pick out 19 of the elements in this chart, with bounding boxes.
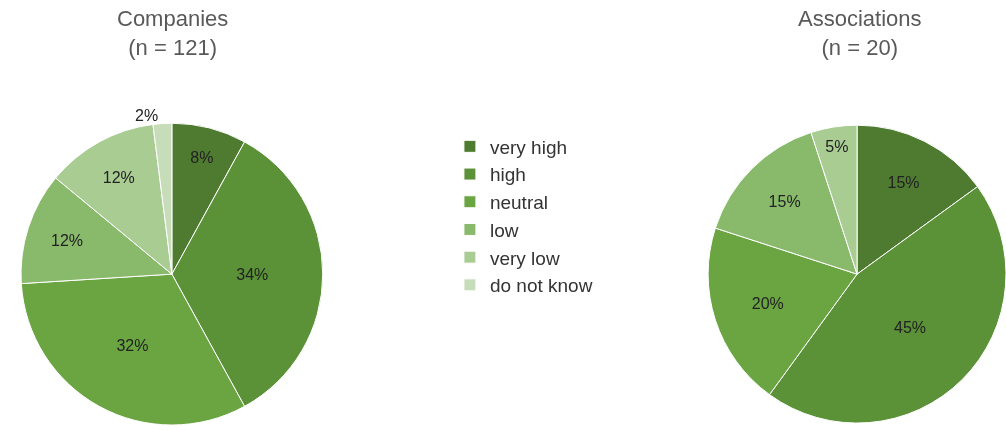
data-label: 12% bbox=[102, 168, 135, 186]
legend-label: low bbox=[489, 219, 519, 241]
chart-title: Associations (n = 20) bbox=[798, 6, 922, 60]
data-label: 5% bbox=[825, 138, 849, 156]
chart-title: Companies (n = 121) bbox=[117, 6, 229, 60]
data-label: 34% bbox=[236, 265, 269, 283]
data-label: 8% bbox=[190, 148, 214, 166]
data-label: 15% bbox=[887, 174, 920, 192]
data-label: 20% bbox=[751, 294, 784, 312]
data-label: 32% bbox=[116, 337, 149, 355]
legend-label: neutral bbox=[489, 192, 549, 214]
data-label: 15% bbox=[768, 193, 801, 211]
legend-label: high bbox=[489, 164, 526, 186]
legend-label: do not know bbox=[489, 275, 593, 297]
legend-label: very low bbox=[489, 247, 560, 269]
data-label: 12% bbox=[50, 231, 84, 249]
data-label: 2% bbox=[135, 106, 159, 124]
data-label: 45% bbox=[894, 318, 927, 336]
legend-label: very high bbox=[489, 136, 568, 158]
